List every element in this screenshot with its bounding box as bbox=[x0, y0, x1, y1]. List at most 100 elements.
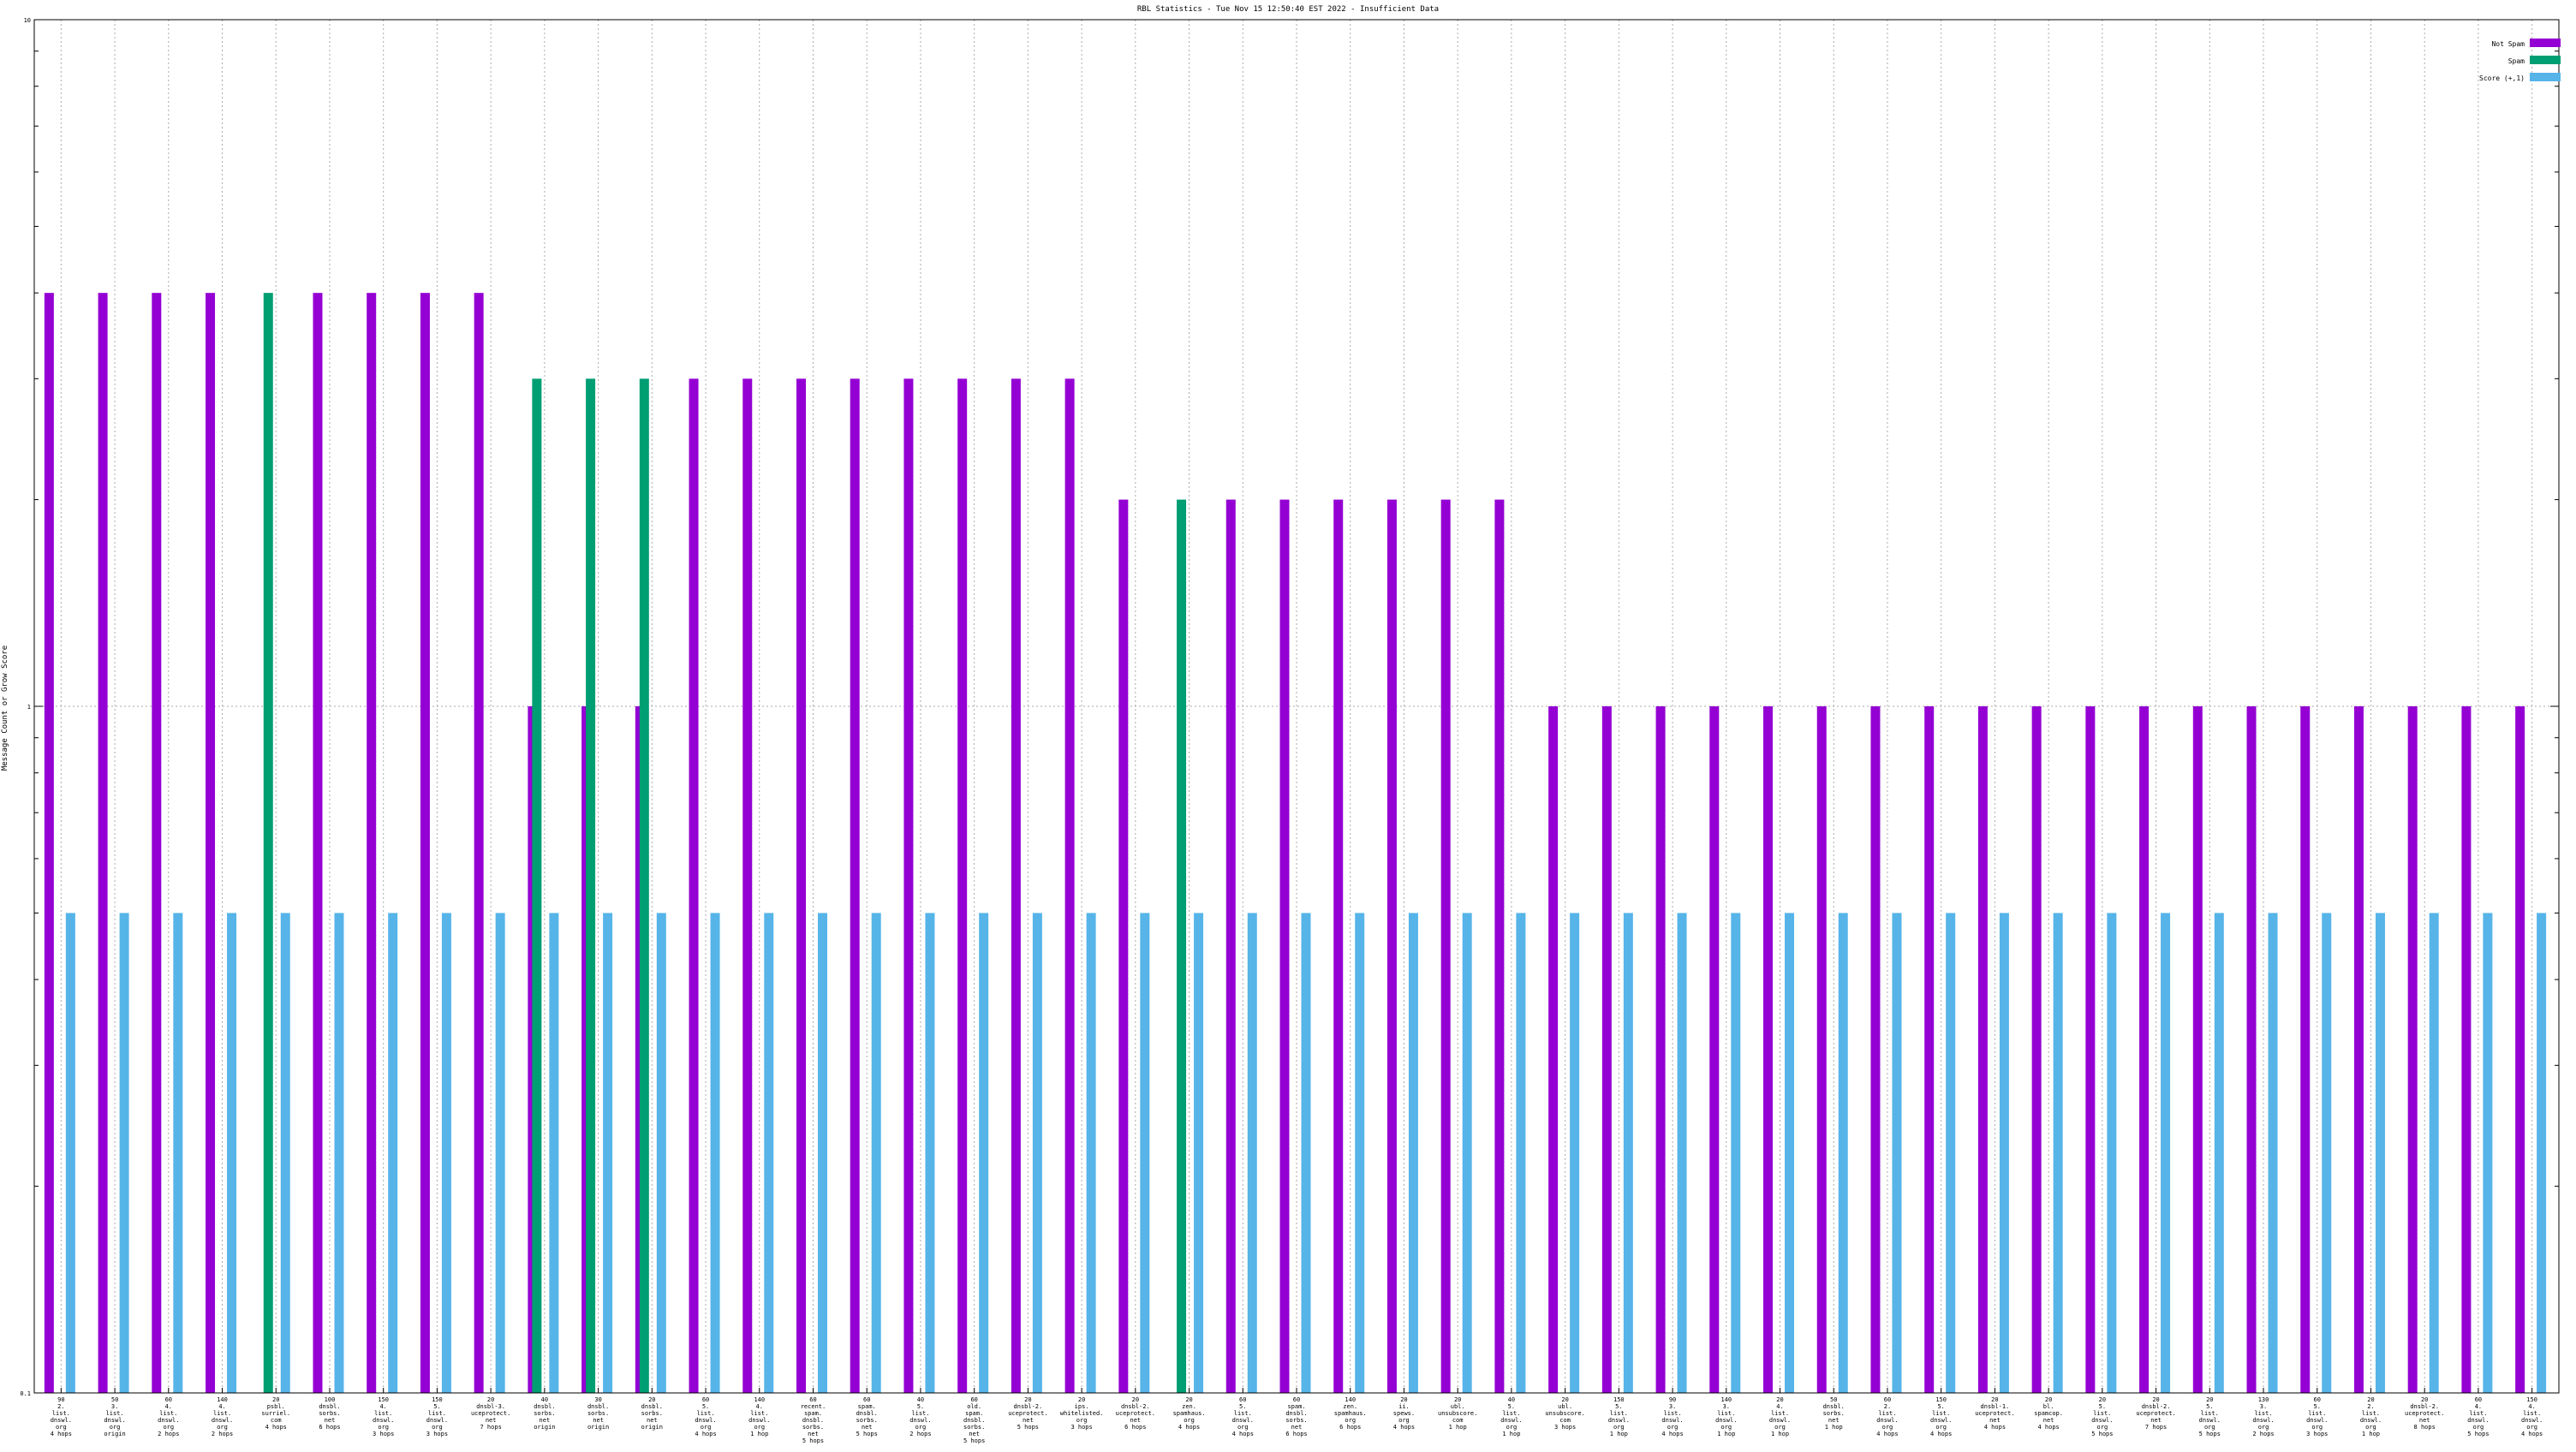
x-tick-label-line: org bbox=[754, 1424, 765, 1431]
x-tick-label: 140 zen. spamhaus. org 6 hops bbox=[1334, 1396, 1367, 1431]
x-tick-label: 20 ubl. unsubscore. com 3 hops bbox=[1545, 1396, 1584, 1431]
x-tick-label-line: unsubscore. bbox=[1545, 1410, 1584, 1417]
x-tick-label-line: 1 hop bbox=[2362, 1431, 2380, 1437]
x-tick-label-line: net bbox=[2150, 1417, 2162, 1424]
x-tick-label-line: 20 bbox=[1024, 1396, 1031, 1403]
x-tick-label-line: list. bbox=[2254, 1410, 2272, 1417]
bar-not-spam bbox=[1064, 378, 1075, 1393]
x-tick-label: 20 ii. spews. org 4 hops bbox=[1393, 1396, 1415, 1431]
bar-not-spam bbox=[420, 293, 430, 1393]
x-tick-label-line: 5. bbox=[1508, 1403, 1515, 1410]
x-tick-label-line: list. bbox=[1610, 1410, 1628, 1417]
x-tick-label-line: 4. bbox=[379, 1403, 386, 1410]
x-tick-label-line: net bbox=[540, 1417, 551, 1424]
bar-not-spam bbox=[1655, 706, 1666, 1393]
bar-score-1 bbox=[817, 913, 827, 1393]
x-tick-label-line: 5. bbox=[2206, 1403, 2213, 1410]
x-tick-label-line: 4 hops bbox=[2521, 1431, 2543, 1437]
bar-not-spam bbox=[1279, 499, 1290, 1393]
x-tick-label-line: origin bbox=[534, 1424, 555, 1431]
x-tick-label-line: 5 hops bbox=[2199, 1431, 2221, 1437]
x-tick-label-line: 2 hops bbox=[212, 1431, 233, 1437]
x-tick-label-line: org bbox=[432, 1424, 443, 1431]
x-tick-label-line: 20 bbox=[1991, 1396, 1998, 1403]
x-tick-label-line: sorbs. bbox=[587, 1410, 609, 1417]
x-tick-label-line: 20 bbox=[2152, 1396, 2159, 1403]
x-tick-label-line: 2 hops bbox=[2252, 1431, 2274, 1437]
x-tick-label-line: list. bbox=[1932, 1410, 1950, 1417]
x-tick-label-line: list. bbox=[2523, 1410, 2541, 1417]
bar-not-spam bbox=[44, 293, 54, 1393]
x-tick-label: 50 dnsbl. sorbs. net 1 hop bbox=[1823, 1396, 1845, 1431]
x-tick-label-line: 3 hops bbox=[426, 1431, 448, 1437]
bar-not-spam bbox=[367, 293, 377, 1393]
x-tick-label-line: 4 hops bbox=[265, 1424, 287, 1431]
x-tick-label-line: dnswl. bbox=[373, 1417, 394, 1424]
bar-score-1 bbox=[65, 913, 75, 1393]
x-tick-label-line: dnsbl. bbox=[534, 1403, 555, 1410]
x-tick-label: 60 spam. dnsbl. sorbs. net 5 hops bbox=[856, 1396, 878, 1437]
x-tick-label-line: org bbox=[2204, 1424, 2215, 1431]
x-tick-label-line: dnswl. bbox=[1769, 1417, 1791, 1424]
x-tick-label-line: dnsbl. bbox=[641, 1403, 663, 1410]
x-tick-label-line: list. bbox=[213, 1410, 231, 1417]
x-tick-label-line: zen. bbox=[1343, 1403, 1357, 1410]
x-tick-label-line: dnswl. bbox=[104, 1417, 125, 1424]
x-tick-label-line: 20 bbox=[2099, 1396, 2106, 1403]
bar-score-1 bbox=[388, 913, 398, 1393]
bar-not-spam bbox=[796, 378, 806, 1393]
bar-score-1 bbox=[2268, 913, 2278, 1393]
x-tick-label: 140 4. list. dnswl. org 2 hops bbox=[212, 1396, 233, 1437]
x-tick-label-line: 6 hops bbox=[1285, 1431, 1307, 1437]
x-tick-label-line: 60 bbox=[1239, 1396, 1246, 1403]
x-tick-label-line: 20 bbox=[1185, 1396, 1192, 1403]
x-tick-label-line: org bbox=[217, 1424, 228, 1431]
x-tick-label-line: 4. bbox=[165, 1403, 172, 1410]
x-tick-label-line: 20 bbox=[1561, 1396, 1568, 1403]
x-tick-label-line: dnswl. bbox=[51, 1417, 72, 1424]
x-tick-label-line: 5. bbox=[2099, 1403, 2106, 1410]
x-tick-label-line: uceprotect. bbox=[2405, 1410, 2444, 1417]
bar-not-spam bbox=[1870, 706, 1881, 1393]
bar-not-spam bbox=[206, 293, 216, 1393]
x-tick-label: 60 recent. spam. dnsbl. sorbs. net 5 hops bbox=[801, 1396, 826, 1444]
x-tick-label-line: surriel. bbox=[261, 1410, 290, 1417]
x-tick-label-line: 20 bbox=[1776, 1396, 1783, 1403]
x-tick-label-line: list. bbox=[2201, 1410, 2219, 1417]
x-tick-label-line: list. bbox=[1664, 1410, 1682, 1417]
bar-not-spam bbox=[1977, 706, 1988, 1393]
x-tick-label-line: dnsbl. bbox=[587, 1403, 609, 1410]
bar-score-1 bbox=[495, 913, 505, 1393]
x-tick-label: 20 bl. spamcop. net 4 hops bbox=[2034, 1396, 2063, 1431]
x-tick-label-line: 20 bbox=[2367, 1396, 2374, 1403]
x-tick-label-line: dnsbl-2. bbox=[2410, 1403, 2439, 1410]
x-tick-label-line: 4 hops bbox=[1930, 1431, 1952, 1437]
bar-spam bbox=[532, 378, 542, 1393]
x-tick-label: 50 3. list. dnswl. org origin bbox=[104, 1396, 125, 1437]
x-tick-label-line: 5. bbox=[2314, 1403, 2321, 1410]
x-tick-label: 130 3. list. dnswl. org 2 hops bbox=[2252, 1396, 2274, 1437]
x-tick-label-line: 4 hops bbox=[1393, 1424, 1415, 1431]
bar-score-1 bbox=[2107, 913, 2117, 1393]
x-tick-label-line: 4 hops bbox=[1661, 1431, 1683, 1437]
bar-not-spam bbox=[742, 378, 753, 1393]
x-tick-label-line: org bbox=[2258, 1424, 2269, 1431]
x-tick-label-line: unsubscore. bbox=[1438, 1410, 1477, 1417]
x-tick-label-line: sorbs. bbox=[963, 1424, 985, 1431]
x-tick-label-line: dnsbl-2. bbox=[2142, 1403, 2171, 1410]
x-tick-label-line: org bbox=[1935, 1424, 1947, 1431]
x-tick-label-line: dnswl. bbox=[1715, 1417, 1737, 1424]
x-tick-label-line: 8 hops bbox=[2414, 1424, 2436, 1431]
x-tick-label-line: org bbox=[110, 1424, 121, 1431]
x-tick-label-line: 20 bbox=[1400, 1396, 1407, 1403]
x-tick-label-line: 4 hops bbox=[51, 1431, 72, 1437]
x-tick-label-line: net bbox=[1130, 1417, 1142, 1424]
x-tick-label: 150 5. list. dnswl. org 4 hops bbox=[1930, 1396, 1952, 1437]
x-tick-label-line: list. bbox=[1234, 1410, 1252, 1417]
x-tick-label-line: sorbs. bbox=[856, 1417, 878, 1424]
x-tick-label-line: list. bbox=[106, 1410, 124, 1417]
bar-score-1 bbox=[280, 913, 290, 1393]
x-tick-label-line: 60 bbox=[863, 1396, 870, 1403]
x-tick-label-line: 60 bbox=[809, 1396, 816, 1403]
x-tick-label-line: 4 hops bbox=[2037, 1424, 2059, 1431]
